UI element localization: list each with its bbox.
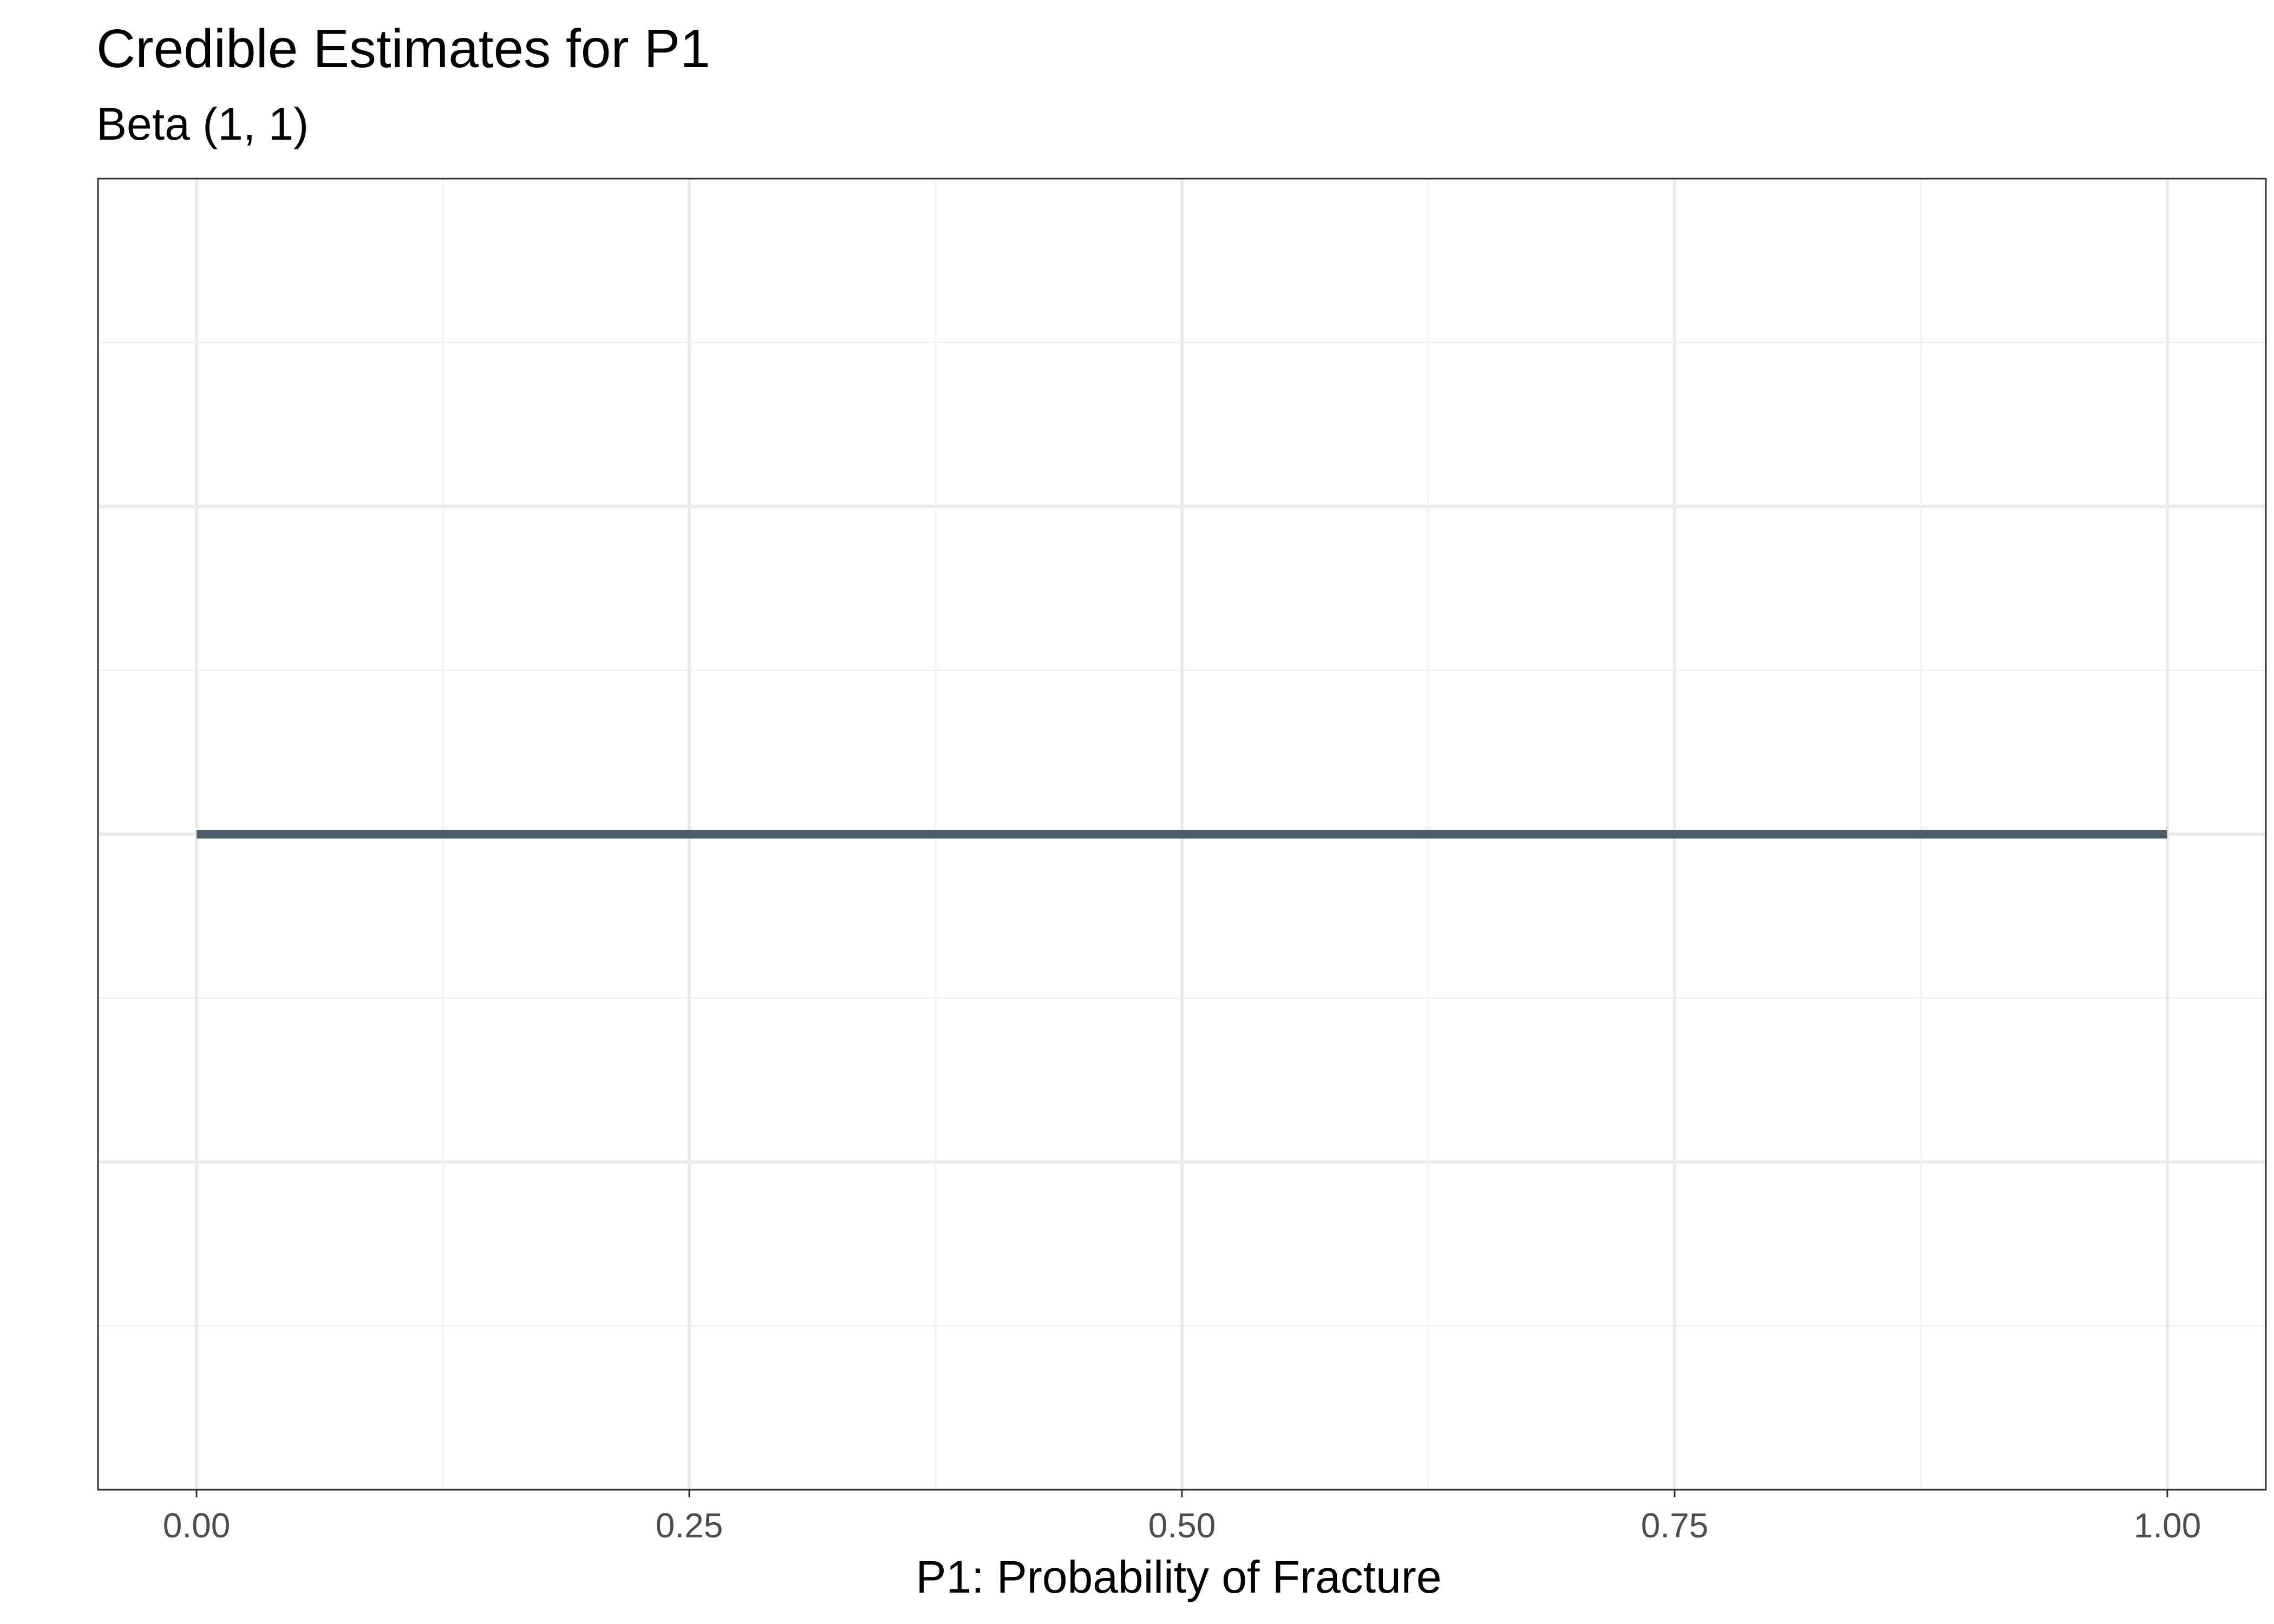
x-tick-label: 0.25	[656, 1506, 723, 1545]
x-tick-label: 1.00	[2134, 1506, 2201, 1545]
x-tick-label: 0.50	[1148, 1506, 1216, 1545]
plot-area	[97, 178, 2267, 1491]
x-tick-label: 0.75	[1641, 1506, 1709, 1545]
x-tick-label: 0.00	[163, 1506, 231, 1545]
x-axis-title: P1: Probability of Fracture	[916, 1551, 1441, 1602]
x-axis-ticks: 0.00 0.25 0.50 0.75 1.00	[163, 1490, 2201, 1545]
chart-title: Credible Estimates for P1	[96, 18, 710, 79]
chart-subtitle: Beta (1, 1)	[96, 99, 309, 149]
